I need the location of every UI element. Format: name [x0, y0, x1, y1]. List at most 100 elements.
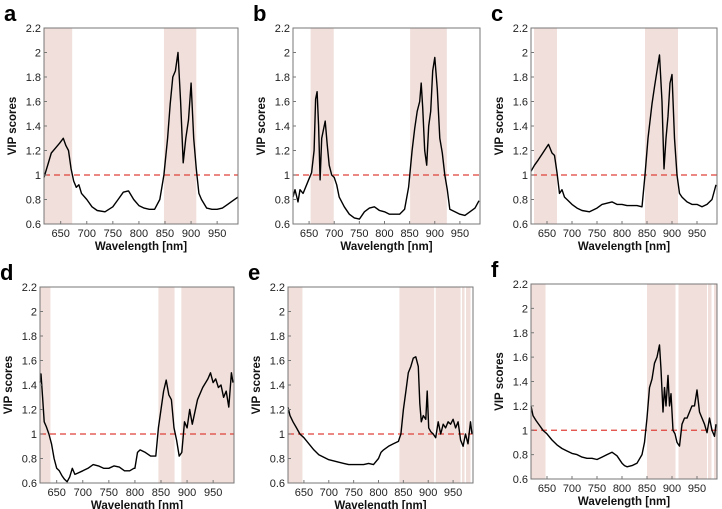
x-tick-label: 750 — [344, 487, 362, 499]
shaded-region — [163, 28, 197, 224]
x-tick-label: 650 — [295, 487, 313, 499]
y-tick-label: 2.2 — [275, 23, 290, 35]
y-tick-label: 1.4 — [270, 380, 285, 392]
shaded-region — [462, 287, 465, 483]
x-tick-label: 750 — [588, 483, 606, 495]
x-tick-label: 700 — [320, 487, 338, 499]
x-tick-label: 750 — [350, 228, 368, 240]
y-tick-label: 1.6 — [513, 97, 528, 109]
y-tick-label: 1.6 — [22, 356, 37, 368]
y-tick-label: 2.2 — [270, 282, 285, 294]
y-axis-title: VIP scores — [256, 97, 268, 156]
y-tick-label: 1.6 — [26, 97, 41, 109]
vip-series-line — [287, 356, 473, 466]
shaded-region — [40, 287, 51, 483]
y-tick-label: 0.6 — [26, 219, 41, 231]
shaded-region — [678, 284, 707, 479]
vip-series-line — [43, 51, 239, 213]
shaded-region — [708, 284, 712, 479]
y-tick-label: 1 — [31, 429, 37, 441]
y-tick-label: 1.4 — [275, 121, 290, 133]
x-axis-title: Wavelength [nm] — [578, 496, 670, 508]
y-tick-label: 1 — [35, 170, 41, 182]
x-tick-label: 900 — [663, 228, 681, 240]
y-tick-label: 1.4 — [26, 121, 41, 133]
x-tick-label: 800 — [130, 228, 148, 240]
panel-label: c — [491, 1, 503, 26]
y-tick-label: 1 — [279, 429, 285, 441]
y-tick-label: 2.2 — [22, 282, 37, 294]
y-tick-label: 2 — [31, 307, 37, 319]
shaded-region — [714, 284, 717, 479]
panel-label: b — [253, 1, 266, 26]
y-tick-label: 1.8 — [26, 72, 41, 84]
y-tick-label: 0.6 — [270, 478, 285, 490]
y-tick-label: 2.2 — [513, 23, 528, 35]
x-tick-label: 950 — [688, 483, 706, 495]
x-tick-label: 700 — [78, 228, 96, 240]
shaded-region — [435, 287, 461, 483]
x-tick-label: 950 — [208, 228, 226, 240]
y-tick-label: 2 — [284, 48, 290, 60]
y-tick-label: 1 — [284, 170, 290, 182]
x-tick-label: 700 — [74, 487, 92, 499]
y-tick-label: 0.6 — [513, 219, 528, 231]
vip-series-line — [530, 54, 717, 213]
x-tick-label: 700 — [325, 228, 343, 240]
shaded-region — [310, 28, 334, 224]
y-axis-title: VIP scores — [494, 352, 506, 411]
y-tick-label: 1 — [522, 425, 528, 437]
x-tick-label: 900 — [178, 487, 196, 499]
y-tick-label: 2 — [35, 48, 41, 60]
x-tick-label: 900 — [182, 228, 200, 240]
y-axis-title: VIP scores — [3, 356, 15, 415]
panel-d: 0.6 0.8 1 1.2 1.4 1.6 1.8 2 2.2 650 700 750 800 850 90… — [0, 260, 235, 509]
x-tick-label: 900 — [426, 228, 444, 240]
x-axis-title: Wavelength [nm] — [91, 500, 183, 509]
x-tick-label: 950 — [444, 487, 462, 499]
y-tick-label: 1.6 — [270, 356, 285, 368]
y-tick-label: 1.8 — [275, 72, 290, 84]
panel-label: f — [491, 257, 499, 282]
y-tick-label: 2 — [279, 307, 285, 319]
x-tick-label: 800 — [613, 228, 631, 240]
x-tick-label: 850 — [152, 487, 170, 499]
y-tick-label: 1.2 — [270, 405, 285, 417]
y-tick-label: 0.8 — [270, 454, 285, 466]
x-tick-label: 650 — [300, 228, 318, 240]
x-tick-label: 650 — [52, 228, 70, 240]
x-tick-label: 950 — [688, 228, 706, 240]
y-tick-label: 0.8 — [22, 454, 37, 466]
y-tick-label: 1.2 — [513, 401, 528, 413]
y-tick-label: 2 — [522, 303, 528, 315]
y-tick-label: 0.6 — [22, 478, 37, 490]
shaded-region — [44, 28, 73, 224]
panel-label: e — [248, 260, 260, 285]
x-tick-label: 700 — [563, 228, 581, 240]
x-tick-label: 650 — [538, 228, 556, 240]
x-axis-title: Wavelength [nm] — [95, 241, 187, 253]
y-tick-label: 0.8 — [513, 195, 528, 207]
panel-label: d — [0, 260, 13, 285]
x-tick-label: 850 — [400, 228, 418, 240]
x-tick-label: 750 — [100, 487, 118, 499]
y-tick-label: 1.8 — [513, 328, 528, 340]
x-tick-label: 800 — [126, 487, 144, 499]
x-tick-label: 700 — [563, 483, 581, 495]
panel-b: 0.6 0.8 1 1.2 1.4 1.6 1.8 2 2.2 650 700 750 800 850 90… — [253, 1, 481, 253]
x-tick-label: 800 — [375, 228, 393, 240]
x-tick-label: 650 — [48, 487, 66, 499]
y-tick-label: 1.2 — [275, 146, 290, 158]
x-tick-label: 850 — [156, 228, 174, 240]
vip-series-line — [292, 56, 480, 220]
y-tick-label: 0.8 — [275, 195, 290, 207]
y-tick-label: 1.4 — [513, 377, 528, 389]
x-tick-label: 800 — [613, 483, 631, 495]
y-tick-label: 1.6 — [513, 352, 528, 364]
panel-f: 0.6 0.8 1 1.2 1.4 1.6 1.8 2 2.2 650 700 750 800 850 90… — [491, 257, 718, 508]
x-tick-label: 900 — [419, 487, 437, 499]
y-tick-label: 1.2 — [26, 146, 41, 158]
y-tick-label: 2.2 — [26, 23, 41, 35]
y-tick-label: 2.2 — [513, 279, 528, 291]
y-tick-label: 2 — [522, 48, 528, 60]
